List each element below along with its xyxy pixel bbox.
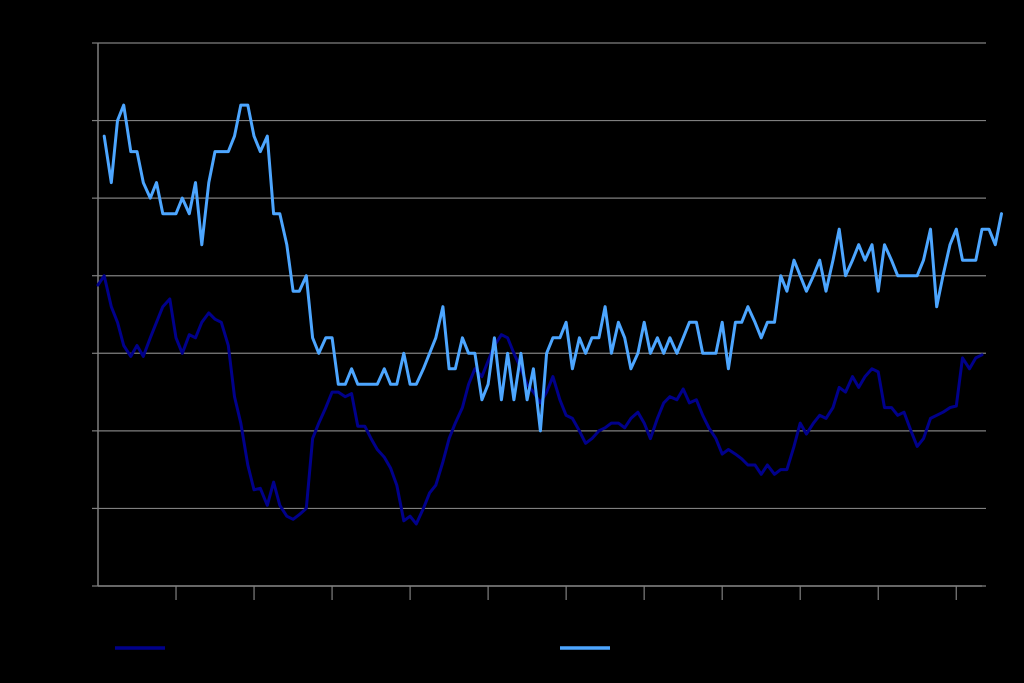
legend-label: Inflation, USA (Core PCE) xyxy=(171,639,367,658)
x-tick-label: 14 xyxy=(674,604,693,623)
y-axis-tick-labels: 0,5% 1,0% 1,5% 2,0% 2,5% 3,0% 3,5% 4,0% xyxy=(49,34,88,596)
y-tick-label: 3,5% xyxy=(49,112,88,131)
target-annotation: Inflationsmål (kärninflation) xyxy=(787,328,990,347)
x-tick-label: 08 xyxy=(206,604,225,623)
x-axis-tick-labels: 07 08 09 10 11 12 13 14 15 16 17 18 xyxy=(128,586,982,623)
y-tick-label: 0,5% xyxy=(49,577,88,596)
x-tick-label: 18 xyxy=(963,604,982,623)
y-tick-label: 2,5% xyxy=(49,267,88,286)
y-tick-label: 1,0% xyxy=(49,499,88,518)
x-tick-label: 13 xyxy=(596,604,615,623)
y-tick-label: 2,0% xyxy=(49,344,88,363)
x-tick-label: 12 xyxy=(518,604,537,623)
x-tick-label: 11 xyxy=(440,604,458,623)
series-line-wage-growth xyxy=(102,103,1003,433)
x-tick-label: 10 xyxy=(362,604,381,623)
x-tick-label: 09 xyxy=(284,604,303,623)
legend: Inflation, USA (Core PCE) Löneutveckling,… xyxy=(115,639,849,658)
series-lines xyxy=(96,103,1003,526)
y-tick-label: 3,0% xyxy=(49,189,88,208)
axes xyxy=(97,43,982,587)
y-tick-label: 1,5% xyxy=(49,422,88,441)
legend-label: Löneutveckling, årstakt (höger) xyxy=(616,639,849,658)
x-tick-label: 07 xyxy=(128,604,147,623)
series-line-core-pce xyxy=(96,274,984,526)
y-tick-label: 4,0% xyxy=(49,34,88,53)
x-tick-label: 15 xyxy=(752,604,771,623)
x-tick-label: 16 xyxy=(830,604,849,623)
x-tick-label: 17 xyxy=(908,604,927,623)
